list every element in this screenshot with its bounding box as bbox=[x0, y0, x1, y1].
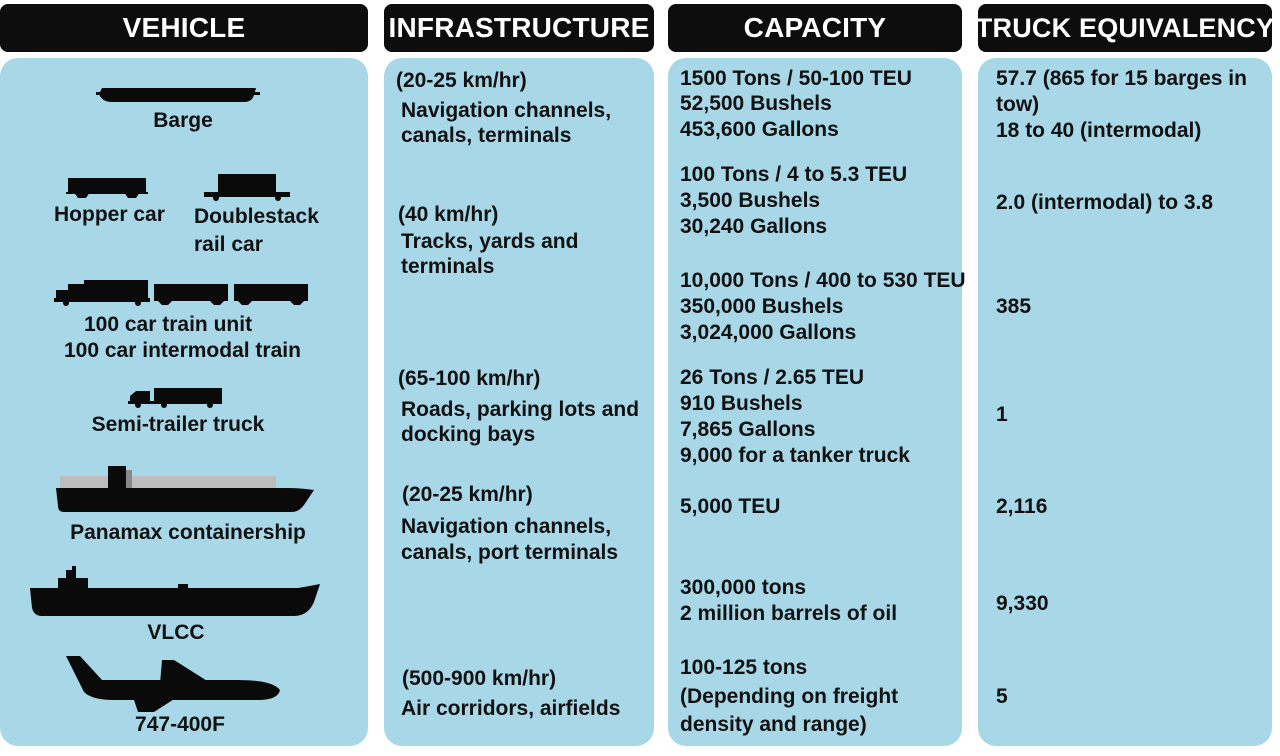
infra-water2-line2: canals, port terminals bbox=[401, 541, 619, 564]
capacity-railcar-line2: 3,500 Bushels bbox=[680, 189, 821, 212]
capacity-train-line2: 350,000 Bushels bbox=[680, 295, 844, 318]
infra-water1-line2: canals, terminals bbox=[401, 124, 572, 147]
vehicle-panamax-label: Panamax containership bbox=[70, 521, 306, 544]
truck-eq-barge-line2: tow) bbox=[996, 93, 1040, 116]
vehicle-vlcc-label: VLCC bbox=[147, 621, 205, 644]
vehicle-plane-label: 747-400F bbox=[135, 713, 225, 736]
truck-eq-plane: 5 bbox=[996, 685, 1008, 708]
vehicle-hopper-car-label: Hopper car bbox=[54, 203, 165, 226]
hopper-car-icon bbox=[66, 178, 148, 198]
header-capacity: CAPACITY bbox=[668, 4, 962, 52]
header-infrastructure: INFRASTRUCTURE bbox=[384, 4, 654, 52]
capacity-vlcc-line1: 300,000 tons bbox=[680, 576, 807, 599]
capacity-vlcc-line2: 2 million barrels of oil bbox=[680, 602, 898, 625]
infra-rail-speed: (40 km/hr) bbox=[398, 203, 499, 226]
capacity-truck-line3: 7,865 Gallons bbox=[680, 418, 816, 441]
semi-truck-icon bbox=[128, 388, 222, 408]
vehicle-semi-label: Semi-trailer truck bbox=[91, 413, 265, 436]
infra-air-speed: (500-900 km/hr) bbox=[402, 667, 557, 690]
capacity-plane-line1: 100-125 tons bbox=[680, 656, 808, 679]
infra-rail-line1: Tracks, yards and bbox=[401, 230, 579, 253]
capacity-panamax-line1: 5,000 TEU bbox=[680, 495, 781, 518]
truck-eq-railcar: 2.0 (intermodal) to 3.8 bbox=[996, 191, 1214, 214]
infra-road-line1: Roads, parking lots and bbox=[401, 398, 640, 421]
truck-equivalency-panel bbox=[978, 58, 1272, 746]
header-truck-equivalency: TRUCK EQUIVALENCY bbox=[978, 4, 1272, 52]
capacity-truck-line1: 26 Tons / 2.65 TEU bbox=[680, 366, 865, 389]
capacity-truck-line2: 910 Bushels bbox=[680, 392, 803, 415]
capacity-barge-line3: 453,600 Gallons bbox=[680, 118, 839, 141]
capacity-train-line1: 10,000 Tons / 400 to 530 TEU bbox=[680, 269, 966, 292]
header-vehicle: VEHICLE bbox=[0, 4, 368, 52]
capacity-barge-line1: 1500 Tons / 50-100 TEU bbox=[680, 67, 912, 90]
capacity-railcar-line1: 100 Tons / 4 to 5.3 TEU bbox=[680, 163, 908, 186]
truck-eq-vlcc: 9,330 bbox=[996, 592, 1049, 615]
truck-eq-panamax: 2,116 bbox=[996, 495, 1048, 518]
capacity-plane-line2: (Depending on freight bbox=[680, 685, 899, 708]
train-icon bbox=[54, 280, 308, 306]
infra-road-line2: docking bays bbox=[401, 423, 536, 446]
vehicle-barge-label: Barge bbox=[153, 109, 213, 132]
infra-water2-speed: (20-25 km/hr) bbox=[402, 483, 533, 506]
capacity-barge-line2: 52,500 Bushels bbox=[680, 92, 832, 115]
truck-eq-barge-line1: 57.7 (865 for 15 barges in bbox=[996, 67, 1247, 90]
infrastructure-panel bbox=[384, 58, 654, 746]
vehicle-doublestack-label-2: rail car bbox=[194, 233, 263, 256]
barge-icon bbox=[96, 88, 260, 102]
tanker-icon bbox=[30, 566, 320, 616]
capacity-train-line3: 3,024,000 Gallons bbox=[680, 321, 857, 344]
infra-water2-line1: Navigation channels, bbox=[401, 515, 612, 538]
doublestack-car-icon bbox=[204, 174, 290, 201]
truck-eq-barge-line3: 18 to 40 (intermodal) bbox=[996, 119, 1202, 142]
vehicle-train-label-1: 100 car train unit bbox=[84, 313, 253, 336]
infra-water1-line1: Navigation channels, bbox=[401, 99, 612, 122]
vehicle-doublestack-label-1: Doublestack bbox=[194, 205, 319, 228]
truck-eq-truck: 1 bbox=[996, 403, 1008, 426]
infra-road-speed: (65-100 km/hr) bbox=[398, 367, 541, 390]
truck-eq-train: 385 bbox=[996, 295, 1032, 318]
infra-rail-line2: terminals bbox=[401, 255, 495, 278]
containership-icon bbox=[56, 466, 314, 512]
vehicle-train-label-2: 100 car intermodal train bbox=[64, 339, 301, 362]
capacity-railcar-line3: 30,240 Gallons bbox=[680, 215, 828, 238]
infra-air-line1: Air corridors, airfields bbox=[401, 697, 621, 720]
capacity-truck-line4: 9,000 for a tanker truck bbox=[680, 444, 910, 467]
cargo-plane-icon bbox=[66, 656, 280, 712]
capacity-panel bbox=[668, 58, 962, 746]
infra-water1-speed: (20-25 km/hr) bbox=[396, 69, 527, 92]
capacity-plane-line3: density and range) bbox=[680, 713, 867, 736]
